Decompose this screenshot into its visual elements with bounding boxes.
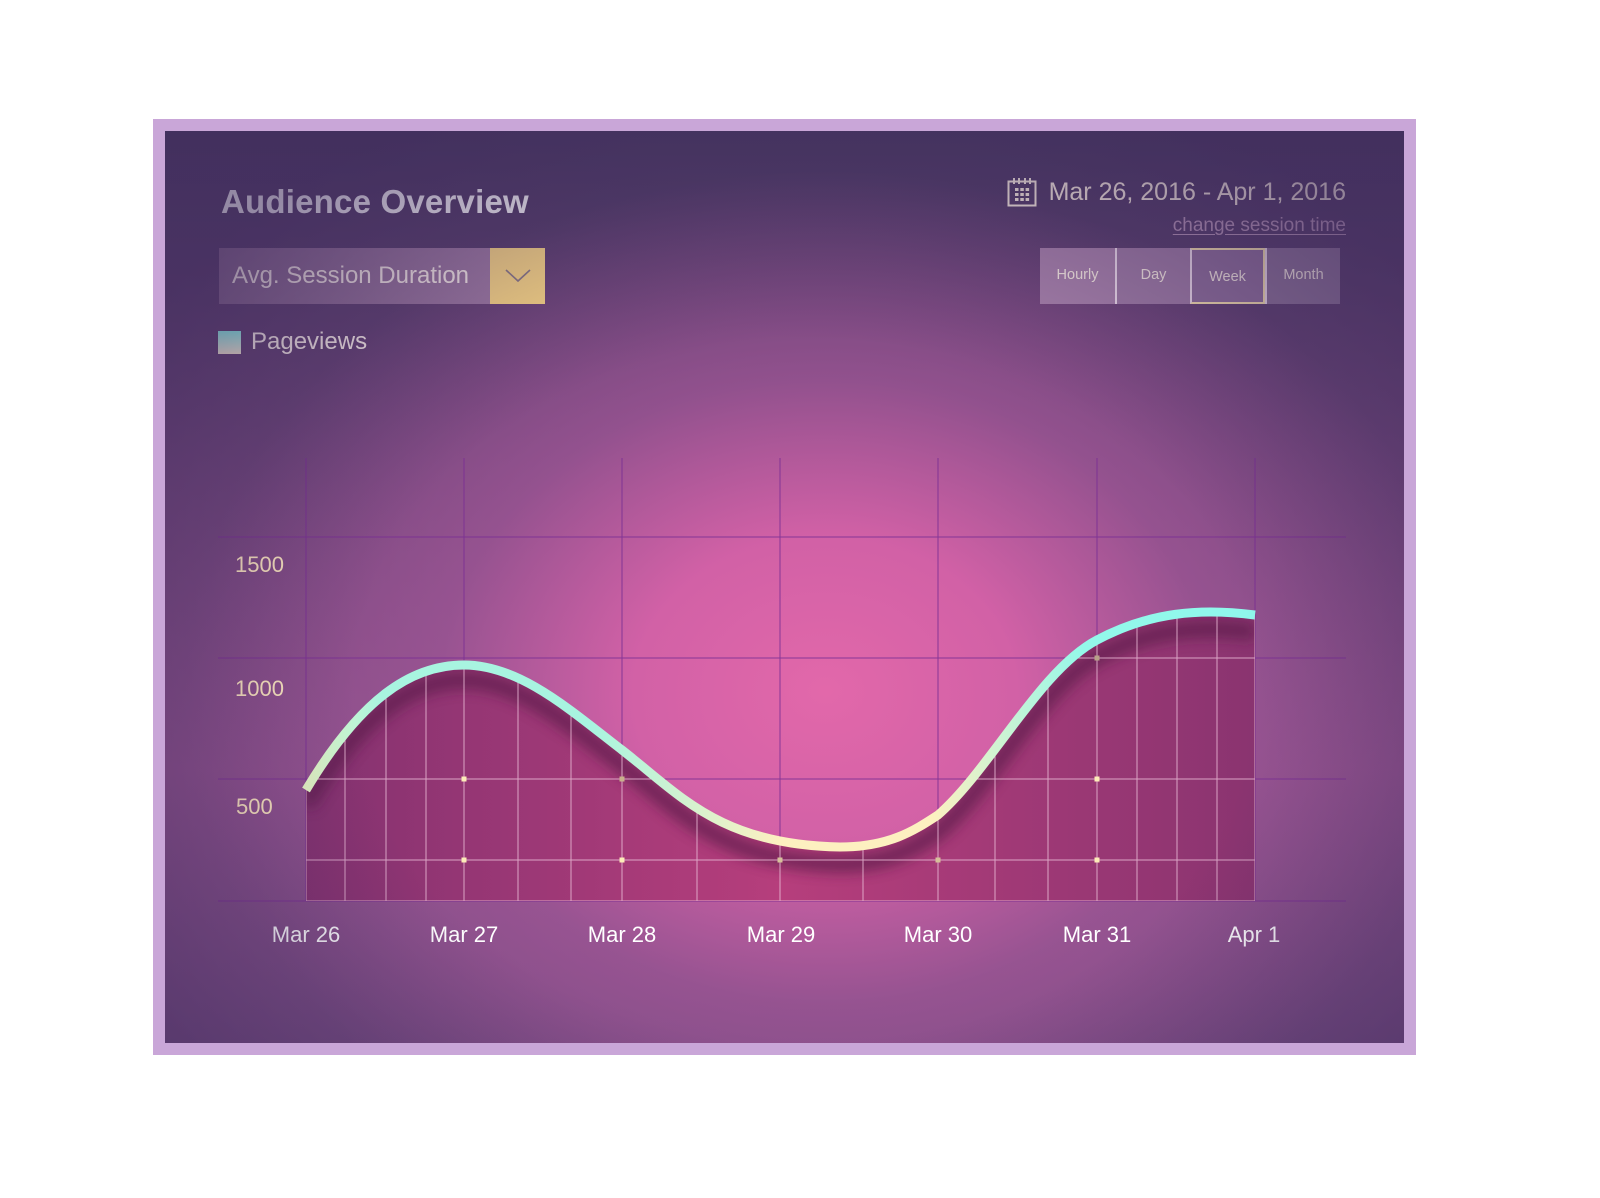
chart-legend: Pageviews bbox=[218, 328, 367, 356]
date-range-text: Mar 26, 2016 - Apr 1, 2016 bbox=[1048, 177, 1346, 206]
x-tick-mar28: Mar 28 bbox=[587, 922, 657, 947]
x-tick-mar27: Mar 27 bbox=[429, 922, 499, 947]
x-tick-mar30: Mar 30 bbox=[903, 922, 973, 947]
x-tick-apr1: Apr 1 bbox=[1227, 922, 1281, 947]
pageviews-area bbox=[306, 611, 1255, 901]
x-tick-mar31: Mar 31 bbox=[1062, 922, 1132, 947]
change-session-time-link[interactable]: change session time bbox=[1172, 215, 1346, 236]
x-tick-mar29: Mar 29 bbox=[746, 922, 816, 947]
dropdown-toggle-button[interactable] bbox=[490, 248, 545, 304]
y-tick-500: 500 bbox=[236, 794, 273, 819]
metric-dropdown[interactable]: Avg. Session Duration bbox=[219, 248, 545, 304]
metric-dropdown-value: Avg. Session Duration bbox=[219, 248, 490, 304]
chevron-down-icon bbox=[504, 269, 531, 283]
y-tick-1500: 1500 bbox=[235, 552, 284, 577]
pageviews-area-chart bbox=[218, 458, 1346, 902]
date-range[interactable]: Mar 26, 2016 - Apr 1, 2016 bbox=[1007, 177, 1346, 207]
tab-day[interactable]: Day bbox=[1115, 248, 1190, 304]
legend-swatch-pageviews bbox=[218, 330, 241, 354]
tab-hourly[interactable]: Hourly bbox=[1040, 248, 1115, 304]
legend-label: Pageviews bbox=[251, 328, 368, 355]
card-frame: Audience Overview Avg. Session Duration … bbox=[153, 119, 1416, 1055]
pageviews-line bbox=[302, 607, 1256, 852]
audience-overview-card: Audience Overview Avg. Session Duration … bbox=[165, 131, 1404, 1043]
y-tick-1000: 1000 bbox=[235, 676, 284, 701]
period-tabs: Hourly Day Week Month bbox=[1040, 248, 1340, 304]
tab-week[interactable]: Week bbox=[1190, 248, 1265, 304]
page-title: Audience Overview bbox=[221, 183, 529, 220]
calendar-icon bbox=[1007, 178, 1037, 207]
x-tick-mar26: Mar 26 bbox=[271, 922, 341, 947]
tab-month[interactable]: Month bbox=[1265, 248, 1340, 304]
